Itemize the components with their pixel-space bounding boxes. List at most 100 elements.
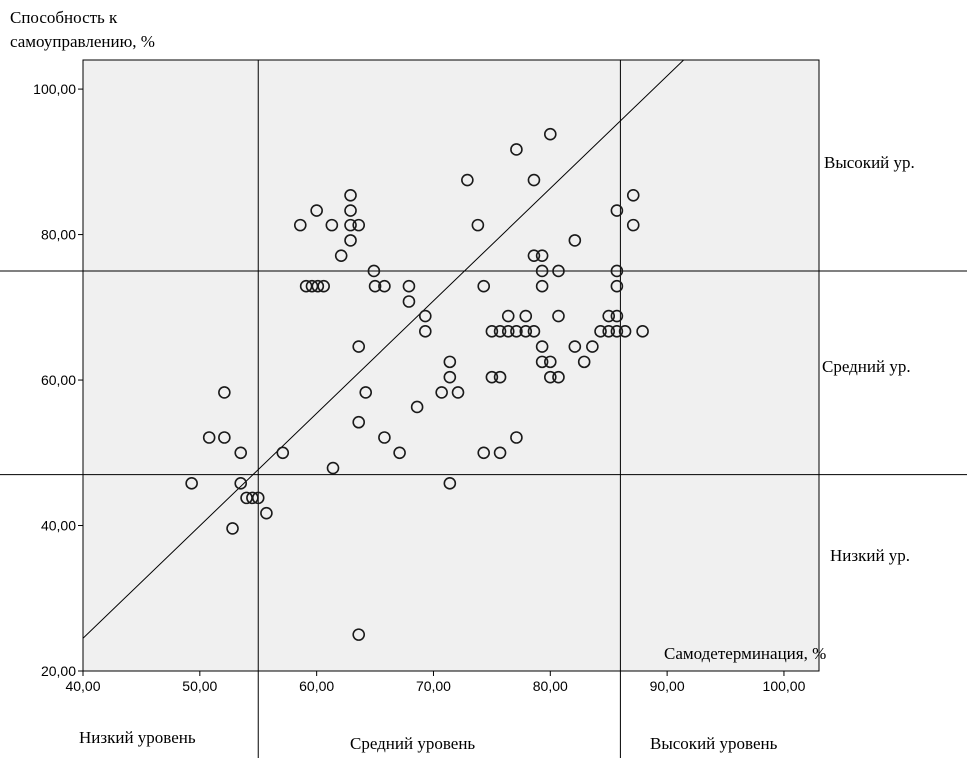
- data-point: [352, 340, 366, 353]
- data-point: [218, 386, 231, 399]
- x-tick-label: 70,00: [416, 678, 451, 694]
- data-point: [451, 386, 465, 399]
- data-point: [368, 279, 382, 293]
- data-point: [310, 204, 323, 217]
- x-tick-label: 60,00: [299, 678, 334, 694]
- data-point: [519, 325, 533, 338]
- data-point: [535, 279, 549, 293]
- data-point: [610, 325, 624, 338]
- data-point: [185, 477, 198, 490]
- data-point: [493, 325, 507, 338]
- data-point: [202, 431, 216, 444]
- data-point: [519, 309, 533, 323]
- y-axis-title-line-1: Способность к: [10, 8, 118, 27]
- data-point: [293, 218, 307, 232]
- data-point: [577, 355, 591, 369]
- y-axis-title-line-2: самоуправлению, %: [10, 32, 155, 51]
- y-tick-label: 60,00: [41, 372, 76, 388]
- data-point: [527, 249, 541, 262]
- data-point: [535, 355, 549, 369]
- zone-label-medium-x: Средний уровень: [350, 734, 476, 753]
- x-tick-label: 50,00: [182, 678, 217, 694]
- data-point: [461, 173, 474, 187]
- data-point: [471, 218, 485, 232]
- data-point: [352, 415, 366, 429]
- y-axis-title: Способность к самоуправлению, %: [10, 6, 155, 54]
- data-point: [568, 340, 582, 353]
- x-tick-label: 40,00: [65, 678, 100, 694]
- y-tick-label: 80,00: [41, 227, 76, 243]
- data-point: [602, 309, 616, 323]
- data-point: [226, 522, 239, 535]
- data-point: [317, 279, 330, 293]
- zone-label-high-x: Высокий уровень: [650, 734, 778, 753]
- data-point: [544, 127, 557, 141]
- data-point: [552, 370, 565, 384]
- data-point: [359, 386, 373, 399]
- data-point: [344, 204, 357, 217]
- data-point: [527, 173, 541, 187]
- data-point: [443, 477, 457, 490]
- data-point: [602, 325, 616, 338]
- data-point: [352, 218, 366, 232]
- data-point: [246, 491, 259, 505]
- plot-area: [82, 59, 820, 672]
- data-point: [410, 400, 424, 414]
- data-point: [626, 218, 640, 232]
- data-point: [344, 188, 357, 202]
- data-point: [326, 461, 340, 475]
- data-point: [344, 234, 357, 247]
- data-point: [402, 295, 416, 308]
- data-point: [544, 370, 557, 384]
- data-point: [510, 431, 523, 444]
- data-point: [610, 309, 624, 323]
- data-point: [435, 386, 448, 399]
- x-tick-label: 80,00: [533, 678, 568, 694]
- data-point: [344, 218, 357, 232]
- y-tick-label: 40,00: [41, 518, 76, 534]
- y-tick-label: 20,00: [41, 663, 76, 679]
- data-point: [477, 279, 491, 293]
- data-point: [552, 309, 565, 323]
- zone-label-low-x: Низкий уровень: [79, 728, 196, 747]
- x-tick-label: 100,00: [763, 678, 806, 694]
- data-point: [311, 279, 325, 293]
- data-point: [443, 370, 457, 384]
- data-point: [544, 355, 557, 369]
- data-point: [378, 279, 391, 293]
- data-point: [510, 143, 523, 156]
- data-point: [501, 325, 515, 338]
- data-point: [535, 264, 549, 278]
- zone-label-low-y: Низкий ур.: [830, 546, 911, 565]
- data-point: [636, 325, 649, 338]
- data-point: [493, 370, 507, 384]
- data-point: [393, 446, 406, 460]
- data-point: [325, 218, 339, 232]
- data-point: [610, 264, 624, 278]
- data-point: [402, 279, 416, 293]
- data-point: [260, 506, 273, 520]
- data-point: [234, 477, 248, 490]
- data-point: [367, 264, 381, 278]
- data-point: [443, 355, 457, 369]
- zone-label-medium-y: Средний ур.: [822, 357, 911, 376]
- data-point: [485, 325, 499, 338]
- data-point: [610, 204, 624, 217]
- data-point: [527, 325, 541, 338]
- data-point: [501, 309, 515, 323]
- data-point: [535, 340, 549, 353]
- data-point: [378, 431, 391, 444]
- data-point: [618, 325, 632, 338]
- fit-line: [83, 60, 685, 639]
- x-axis-title: Самодетерминация, %: [664, 644, 827, 663]
- data-point: [234, 446, 248, 460]
- x-tick-label: 90,00: [650, 678, 685, 694]
- data-point: [586, 340, 599, 353]
- data-point: [493, 446, 507, 460]
- data-point: [552, 264, 565, 278]
- data-point: [418, 309, 432, 323]
- zone-label-high-y: Высокий ур.: [824, 153, 915, 172]
- data-point: [218, 431, 231, 444]
- data-point: [276, 446, 290, 460]
